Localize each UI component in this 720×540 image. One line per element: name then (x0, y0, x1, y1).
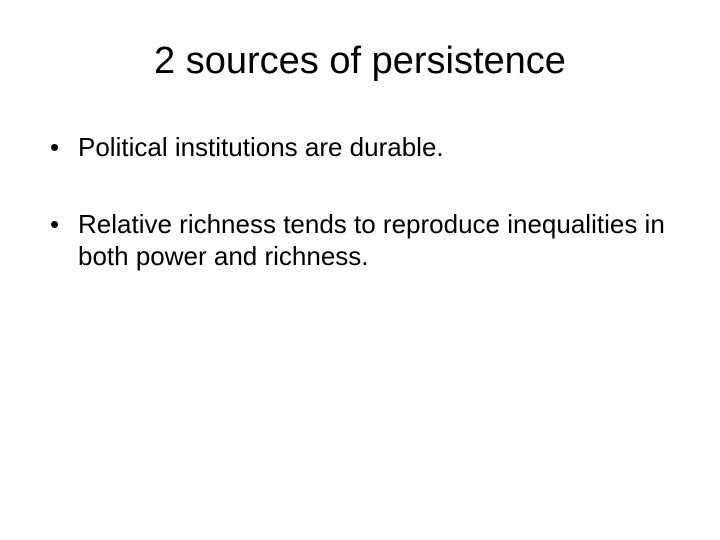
slide-title: 2 sources of persistence (30, 40, 690, 83)
bullet-list: Political institutions are durable. Rela… (30, 131, 690, 273)
slide: 2 sources of persistence Political insti… (0, 0, 720, 540)
list-item: Relative richness tends to reproduce ine… (50, 208, 690, 273)
list-item: Political institutions are durable. (50, 131, 690, 164)
